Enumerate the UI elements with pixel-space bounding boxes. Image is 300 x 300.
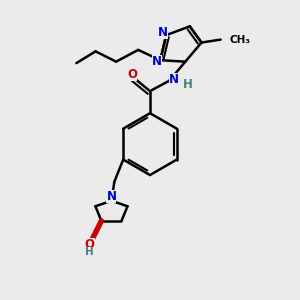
Text: H: H bbox=[85, 247, 94, 257]
Text: N: N bbox=[169, 73, 178, 86]
Text: N: N bbox=[158, 26, 168, 39]
Text: H: H bbox=[182, 78, 192, 91]
Text: O: O bbox=[85, 238, 94, 251]
Text: CH₃: CH₃ bbox=[230, 34, 250, 45]
Text: N: N bbox=[106, 190, 116, 203]
Text: O: O bbox=[127, 68, 137, 81]
Text: N: N bbox=[152, 55, 162, 68]
